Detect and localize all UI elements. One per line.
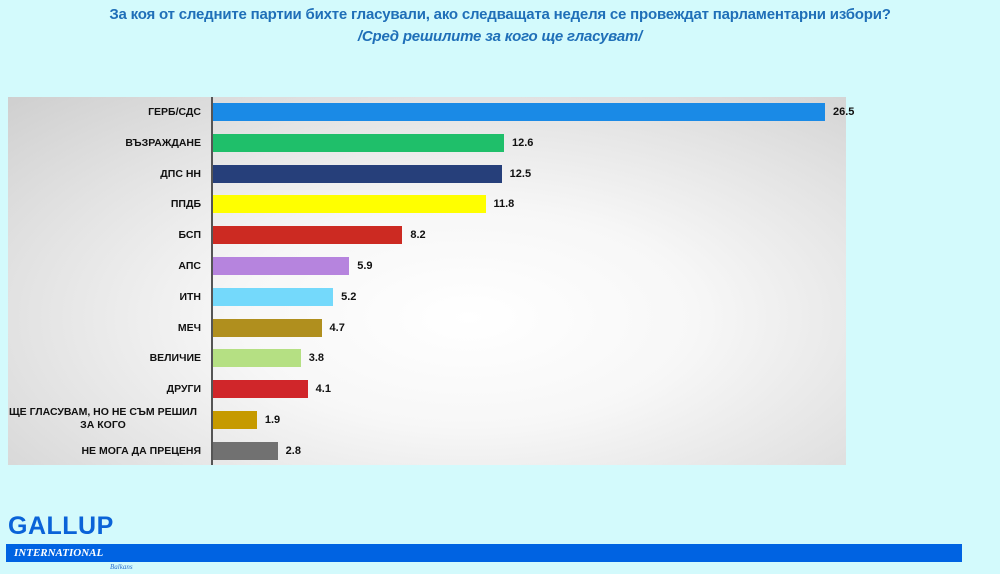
value-label: 5.9: [357, 260, 373, 272]
bar-row: БСП 8.2: [8, 226, 846, 245]
value-label: 4.1: [315, 383, 331, 396]
category-label: МЕЧ: [177, 321, 201, 334]
bar-row: ДПС НН 12.5: [8, 164, 846, 183]
bar: [213, 287, 334, 306]
category-label: ГЕРБ/СДС: [148, 106, 201, 118]
bar: [213, 195, 486, 214]
category-label-line2: ЗА КОГО: [80, 419, 126, 431]
value-label: 8.2: [410, 229, 426, 242]
logo-band: [6, 544, 962, 562]
value-label: 3.8: [308, 352, 325, 365]
bar-row: ВЪЗРАЖДАНЕ 12.6: [8, 133, 846, 152]
bar: [213, 257, 350, 275]
bar-row: ВЕЛИЧИЕ 3.8: [8, 349, 846, 368]
value-label: 2.8: [285, 444, 301, 457]
bar-row: НЕ МОГА ДА ПРЕЦЕНЯ 2.8: [8, 441, 846, 460]
category-label: ЩЕ ГЛАСУВАМ, НО НЕ СЪМ РЕШИЛ ЗА КОГО: [3, 406, 203, 434]
value-label: 11.8: [493, 198, 515, 211]
bar: [213, 441, 278, 460]
category-label: ДРУГИ: [166, 383, 201, 396]
value-label: 4.7: [329, 321, 345, 334]
value-label: 5.2: [341, 290, 357, 303]
bar: [213, 133, 504, 152]
category-label: ППДБ: [170, 198, 201, 211]
bar-row: АПС 5.9: [8, 257, 846, 275]
bar-row: ППДБ 11.8: [8, 195, 846, 214]
category-label: АПС: [178, 260, 201, 272]
bar: [213, 380, 308, 399]
category-label-line1: ЩЕ ГЛАСУВАМ, НО НЕ СЪМ РЕШИЛ: [8, 406, 198, 418]
bar-row: ДРУГИ 4.1: [8, 380, 846, 399]
bar-row: МЕЧ 4.7: [8, 318, 846, 337]
bar: [213, 103, 825, 121]
chart-subtitle: /Сред решилите за кого ще гласуват/: [357, 28, 643, 45]
value-label: 12.5: [509, 167, 532, 180]
category-label: ДПС НН: [160, 167, 201, 180]
value-label: 26.5: [833, 106, 855, 118]
bar-row: ЩЕ ГЛАСУВАМ, НО НЕ СЪМ РЕШИЛ ЗА КОГО 1.9: [8, 406, 846, 431]
chart-title: За коя от следните партии бихте гласувал…: [109, 6, 891, 23]
logo-region: Balkans: [110, 563, 133, 571]
category-label: ВЕЛИЧИЕ: [149, 352, 201, 365]
bar: [213, 226, 403, 245]
bar: [213, 164, 502, 183]
value-label: 12.6: [511, 136, 534, 149]
logo-wordmark: GALLUP: [8, 512, 114, 540]
value-label: 1.9: [264, 414, 281, 426]
bar-row: ГЕРБ/СДС 26.5: [8, 103, 854, 121]
category-label: БСП: [178, 229, 201, 242]
bar-row: ИТН 5.2: [8, 287, 846, 306]
chart-panel: ГЕРБ/СДС 26.5 ВЪЗРАЖДАНЕ 12.6 ДПС НН 12.5 ППДБ…: [8, 97, 854, 465]
y-axis-line: [211, 97, 213, 465]
bar: [213, 318, 322, 337]
bar: [213, 349, 301, 368]
bar: [213, 411, 257, 429]
category-label: ВЪЗРАЖДАНЕ: [125, 136, 201, 149]
logo-international: INTERNATIONAL: [14, 547, 104, 559]
category-label: ИТН: [179, 290, 201, 303]
category-label: НЕ МОГА ДА ПРЕЦЕНЯ: [81, 444, 201, 457]
